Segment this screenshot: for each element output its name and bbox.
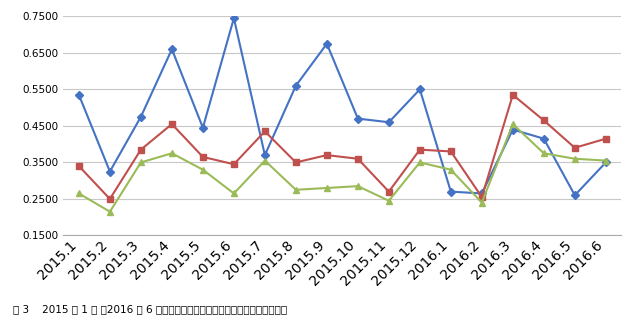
辅机零件 bbox=[602, 137, 610, 141]
Line: 胶印机: 胶印机 bbox=[76, 15, 609, 198]
数字印刷机用辅机零件 bbox=[602, 159, 610, 163]
辅机零件 bbox=[168, 122, 176, 126]
胶印机 bbox=[385, 120, 392, 124]
数字印刷机用辅机零件 bbox=[292, 188, 300, 192]
胶印机 bbox=[261, 153, 269, 157]
Line: 数字印刷机用辅机零件: 数字印刷机用辅机零件 bbox=[76, 121, 609, 215]
数字印刷机用辅机零件 bbox=[416, 161, 424, 164]
胶印机 bbox=[137, 115, 145, 119]
胶印机 bbox=[323, 42, 331, 46]
辅机零件 bbox=[75, 164, 82, 168]
数字印刷机用辅机零件 bbox=[323, 186, 331, 190]
辅机零件 bbox=[137, 148, 145, 152]
辅机零件 bbox=[354, 157, 361, 161]
胶印机 bbox=[478, 192, 486, 196]
胶印机 bbox=[540, 137, 548, 141]
Legend: 胶印机, 辅机零件, 数字印刷机用辅机零件: 胶印机, 辅机零件, 数字印刷机用辅机零件 bbox=[197, 326, 488, 327]
辅机零件 bbox=[571, 146, 579, 150]
胶印机 bbox=[602, 161, 610, 164]
辅机零件 bbox=[447, 149, 455, 153]
辅机零件 bbox=[478, 195, 486, 199]
胶印机 bbox=[571, 193, 579, 197]
数字印刷机用辅机零件 bbox=[230, 192, 238, 196]
数字印刷机用辅机零件 bbox=[168, 151, 176, 155]
Text: 图 3    2015 年 1 月 －2016 年 6 月胶印机等商品进口金额（金额单位：亿美元）: 图 3 2015 年 1 月 －2016 年 6 月胶印机等商品进口金额（金额单… bbox=[13, 304, 287, 314]
数字印刷机用辅机零件 bbox=[447, 168, 455, 172]
辅机零件 bbox=[230, 162, 238, 166]
胶印机 bbox=[106, 170, 113, 174]
辅机零件 bbox=[323, 153, 331, 157]
数字印刷机用辅机零件 bbox=[137, 161, 145, 164]
数字印刷机用辅机零件 bbox=[540, 151, 548, 155]
胶印机 bbox=[230, 16, 238, 20]
胶印机 bbox=[354, 117, 361, 121]
数字印刷机用辅机零件 bbox=[106, 210, 113, 214]
数字印刷机用辅机零件 bbox=[571, 157, 579, 161]
数字印刷机用辅机零件 bbox=[199, 168, 207, 172]
胶印机 bbox=[292, 84, 300, 88]
胶印机 bbox=[75, 93, 82, 97]
数字印刷机用辅机零件 bbox=[354, 184, 361, 188]
辅机零件 bbox=[261, 129, 269, 133]
辅机零件 bbox=[540, 118, 548, 122]
辅机零件 bbox=[385, 190, 392, 194]
数字印刷机用辅机零件 bbox=[385, 199, 392, 203]
辅机零件 bbox=[106, 197, 113, 201]
Line: 辅机零件: 辅机零件 bbox=[76, 92, 609, 202]
胶印机 bbox=[199, 126, 207, 130]
数字印刷机用辅机零件 bbox=[509, 122, 517, 126]
辅机零件 bbox=[416, 148, 424, 152]
辅机零件 bbox=[292, 161, 300, 164]
胶印机 bbox=[416, 87, 424, 91]
数字印刷机用辅机零件 bbox=[478, 200, 486, 205]
胶印机 bbox=[509, 128, 517, 131]
辅机零件 bbox=[509, 93, 517, 97]
数字印刷机用辅机零件 bbox=[261, 159, 269, 163]
胶印机 bbox=[447, 190, 455, 194]
辅机零件 bbox=[199, 155, 207, 159]
数字印刷机用辅机零件 bbox=[75, 192, 82, 196]
胶印机 bbox=[168, 47, 176, 51]
